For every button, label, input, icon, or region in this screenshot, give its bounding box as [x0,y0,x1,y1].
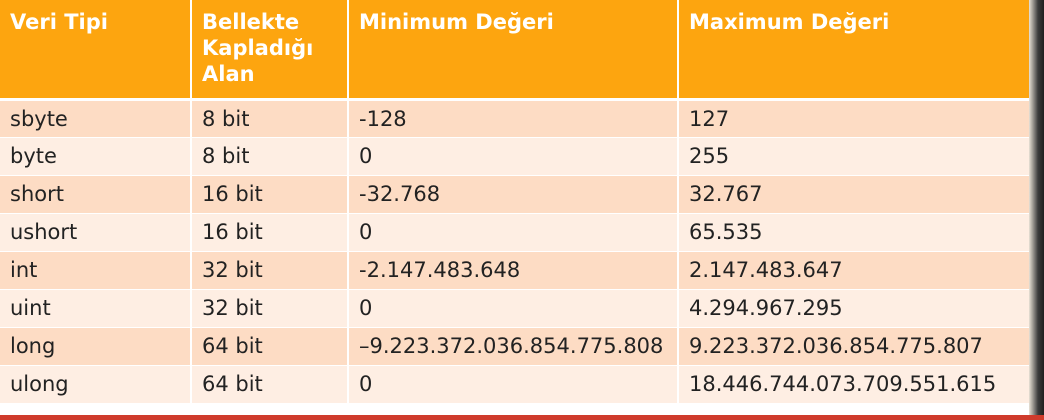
cell-type: ushort [0,213,192,252]
header-minimum: Minimum Değeri [348,0,679,101]
cell-size: 32 bit [191,289,349,328]
slide-bottom-accent-bar [0,415,1044,420]
cell-max: 32.767 [678,175,1029,214]
cell-max: 18.446.744.073.709.551.615 [678,365,1029,404]
cell-min: -128 [348,99,679,138]
slide-edge-shadow [1029,0,1044,420]
cell-min: 0 [348,365,679,404]
table-row: sbyte 8 bit -128 127 [0,99,1029,138]
cell-min: -32.768 [348,175,679,214]
table-row: short 16 bit -32.768 32.767 [0,175,1029,214]
cell-size: 16 bit [191,175,349,214]
table-body: sbyte 8 bit -128 127 byte 8 bit 0 255 sh… [0,99,1029,404]
header-maximum: Maximum Değeri [678,0,1029,101]
cell-size: 8 bit [191,99,349,138]
cell-size: 8 bit [191,137,349,176]
header-type: Veri Tipi [0,0,192,101]
cell-min: 0 [348,289,679,328]
header-row: Veri Tipi Bellekte Kapladığı Alan Minimu… [0,0,1029,101]
cell-type: uint [0,289,192,328]
cell-max: 2.147.483.647 [678,251,1029,290]
cell-size: 32 bit [191,251,349,290]
cell-size: 64 bit [191,327,349,366]
table-row: ulong 64 bit 0 18.446.744.073.709.551.61… [0,365,1029,404]
cell-max: 9.223.372.036.854.775.807 [678,327,1029,366]
cell-max: 65.535 [678,213,1029,252]
cell-max: 4.294.967.295 [678,289,1029,328]
cell-type: sbyte [0,99,192,138]
data-types-table-container: Veri Tipi Bellekte Kapladığı Alan Minimu… [0,0,1029,415]
cell-max: 255 [678,137,1029,176]
cell-type: short [0,175,192,214]
cell-type: long [0,327,192,366]
data-types-table: Veri Tipi Bellekte Kapladığı Alan Minimu… [0,0,1029,404]
cell-min: 0 [348,137,679,176]
cell-type: int [0,251,192,290]
header-memory-size: Bellekte Kapladığı Alan [191,0,349,101]
cell-max: 127 [678,99,1029,138]
table-row: ushort 16 bit 0 65.535 [0,213,1029,252]
table-row: long 64 bit –9.223.372.036.854.775.808 9… [0,327,1029,366]
table-row: int 32 bit -2.147.483.648 2.147.483.647 [0,251,1029,290]
cell-size: 64 bit [191,365,349,404]
cell-type: byte [0,137,192,176]
cell-min: –9.223.372.036.854.775.808 [348,327,679,366]
table-header: Veri Tipi Bellekte Kapladığı Alan Minimu… [0,0,1029,101]
cell-min: -2.147.483.648 [348,251,679,290]
table-row: byte 8 bit 0 255 [0,137,1029,176]
cell-size: 16 bit [191,213,349,252]
table-row: uint 32 bit 0 4.294.967.295 [0,289,1029,328]
cell-type: ulong [0,365,192,404]
cell-min: 0 [348,213,679,252]
